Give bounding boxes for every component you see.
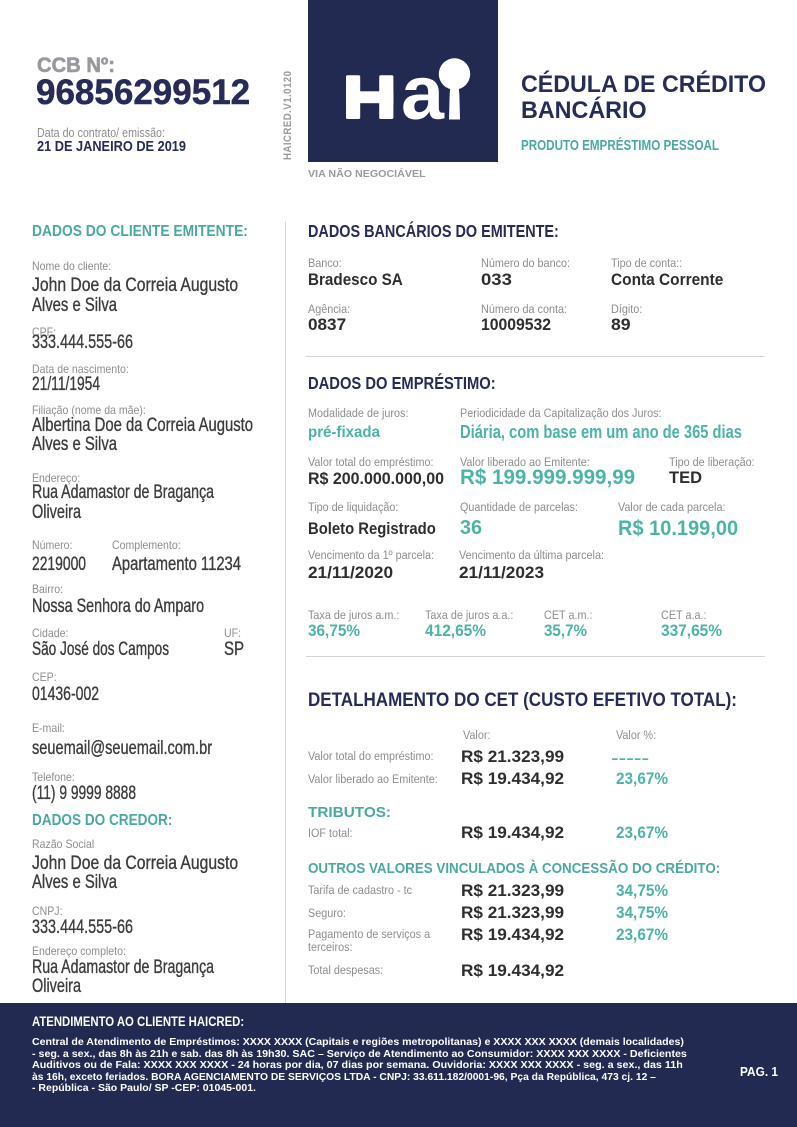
svg-text:a: a: [401, 51, 445, 135]
